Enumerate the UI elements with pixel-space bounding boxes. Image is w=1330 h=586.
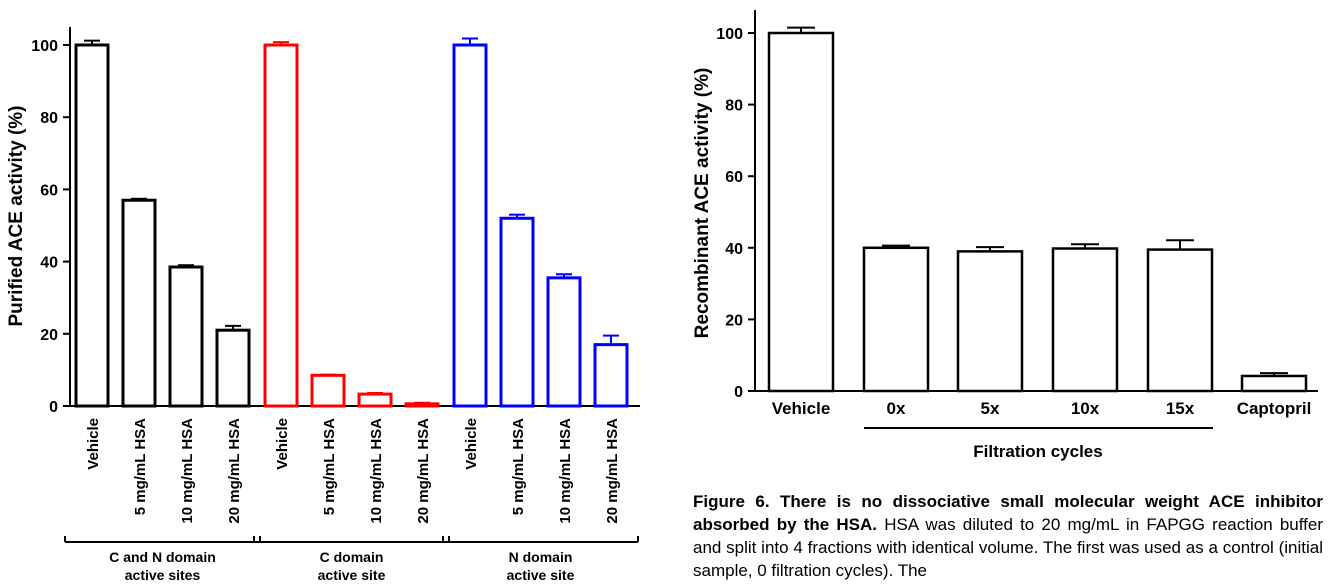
y-tick-label: 80 <box>40 110 58 127</box>
y-tick-label: 60 <box>725 169 743 186</box>
x-category-label: 5 mg/mL HSA <box>132 418 149 515</box>
x-category-label: 15x <box>1166 399 1195 418</box>
bar <box>1146 248 1214 393</box>
y-tick-label: 100 <box>31 38 58 55</box>
bar <box>357 392 393 408</box>
y-tick-label: 20 <box>725 312 743 329</box>
x-category-label: 5x <box>981 399 1000 418</box>
y-axis-title: Recombinant ACE activity (%) <box>692 68 713 339</box>
x-category-label: Vehicle <box>274 418 291 470</box>
y-tick-label: 0 <box>49 399 58 416</box>
x-category-label: Vehicle <box>772 399 831 418</box>
caption-body: HSA was diluted to 20 mg/mL in FAPGG rea… <box>693 515 1324 580</box>
y-tick-label: 60 <box>40 182 58 199</box>
y-tick-label: 20 <box>40 327 58 344</box>
bar <box>168 265 204 408</box>
x-category-label: 10 mg/mL HSA <box>557 418 574 524</box>
bar <box>499 216 535 408</box>
bar <box>767 31 835 393</box>
x-category-label: 10x <box>1071 399 1100 418</box>
y-tick-label: 100 <box>716 26 743 43</box>
bar <box>593 343 629 408</box>
group-label: active site <box>507 567 575 583</box>
bar <box>862 246 930 393</box>
caption-title: Figure 6. There is no dissociative small… <box>693 492 1323 534</box>
bar <box>404 402 440 408</box>
figure-caption: Figure 6. There is no dissociative small… <box>693 490 1323 582</box>
x-category-label: Vehicle <box>463 418 480 470</box>
y-axis-title: Purified ACE activity (%) <box>6 105 27 326</box>
bar <box>310 373 346 408</box>
group-label: Filtration cycles <box>973 442 1102 461</box>
y-tick-label: 40 <box>40 255 58 272</box>
bar <box>215 328 251 408</box>
y-tick-label: 80 <box>725 98 743 115</box>
bar <box>121 198 157 408</box>
bar <box>263 43 299 408</box>
group-label: C and N domain <box>109 549 216 565</box>
group-label: active site <box>318 567 386 583</box>
bar <box>74 43 110 408</box>
x-category-label: 5 mg/mL HSA <box>321 418 338 515</box>
y-tick-label: 0 <box>734 384 743 401</box>
x-category-label: 20 mg/mL HSA <box>226 418 243 524</box>
bar <box>1240 374 1308 393</box>
x-category-label: Vehicle <box>85 418 102 470</box>
x-category-label: 20 mg/mL HSA <box>604 418 621 524</box>
y-tick-label: 40 <box>725 241 743 258</box>
bar <box>546 276 582 408</box>
x-category-label: 10 mg/mL HSA <box>368 418 385 524</box>
bar <box>452 43 488 408</box>
group-label: active sites <box>125 567 201 583</box>
group-label: C domain <box>320 549 384 565</box>
x-category-label: 20 mg/mL HSA <box>415 418 432 524</box>
x-category-label: 5 mg/mL HSA <box>510 418 527 515</box>
group-label: N domain <box>509 549 573 565</box>
bar <box>956 250 1024 393</box>
bar <box>1051 247 1119 393</box>
x-category-label: Captopril <box>1237 399 1312 418</box>
x-category-label: 0x <box>887 399 906 418</box>
x-category-label: 10 mg/mL HSA <box>179 418 196 524</box>
